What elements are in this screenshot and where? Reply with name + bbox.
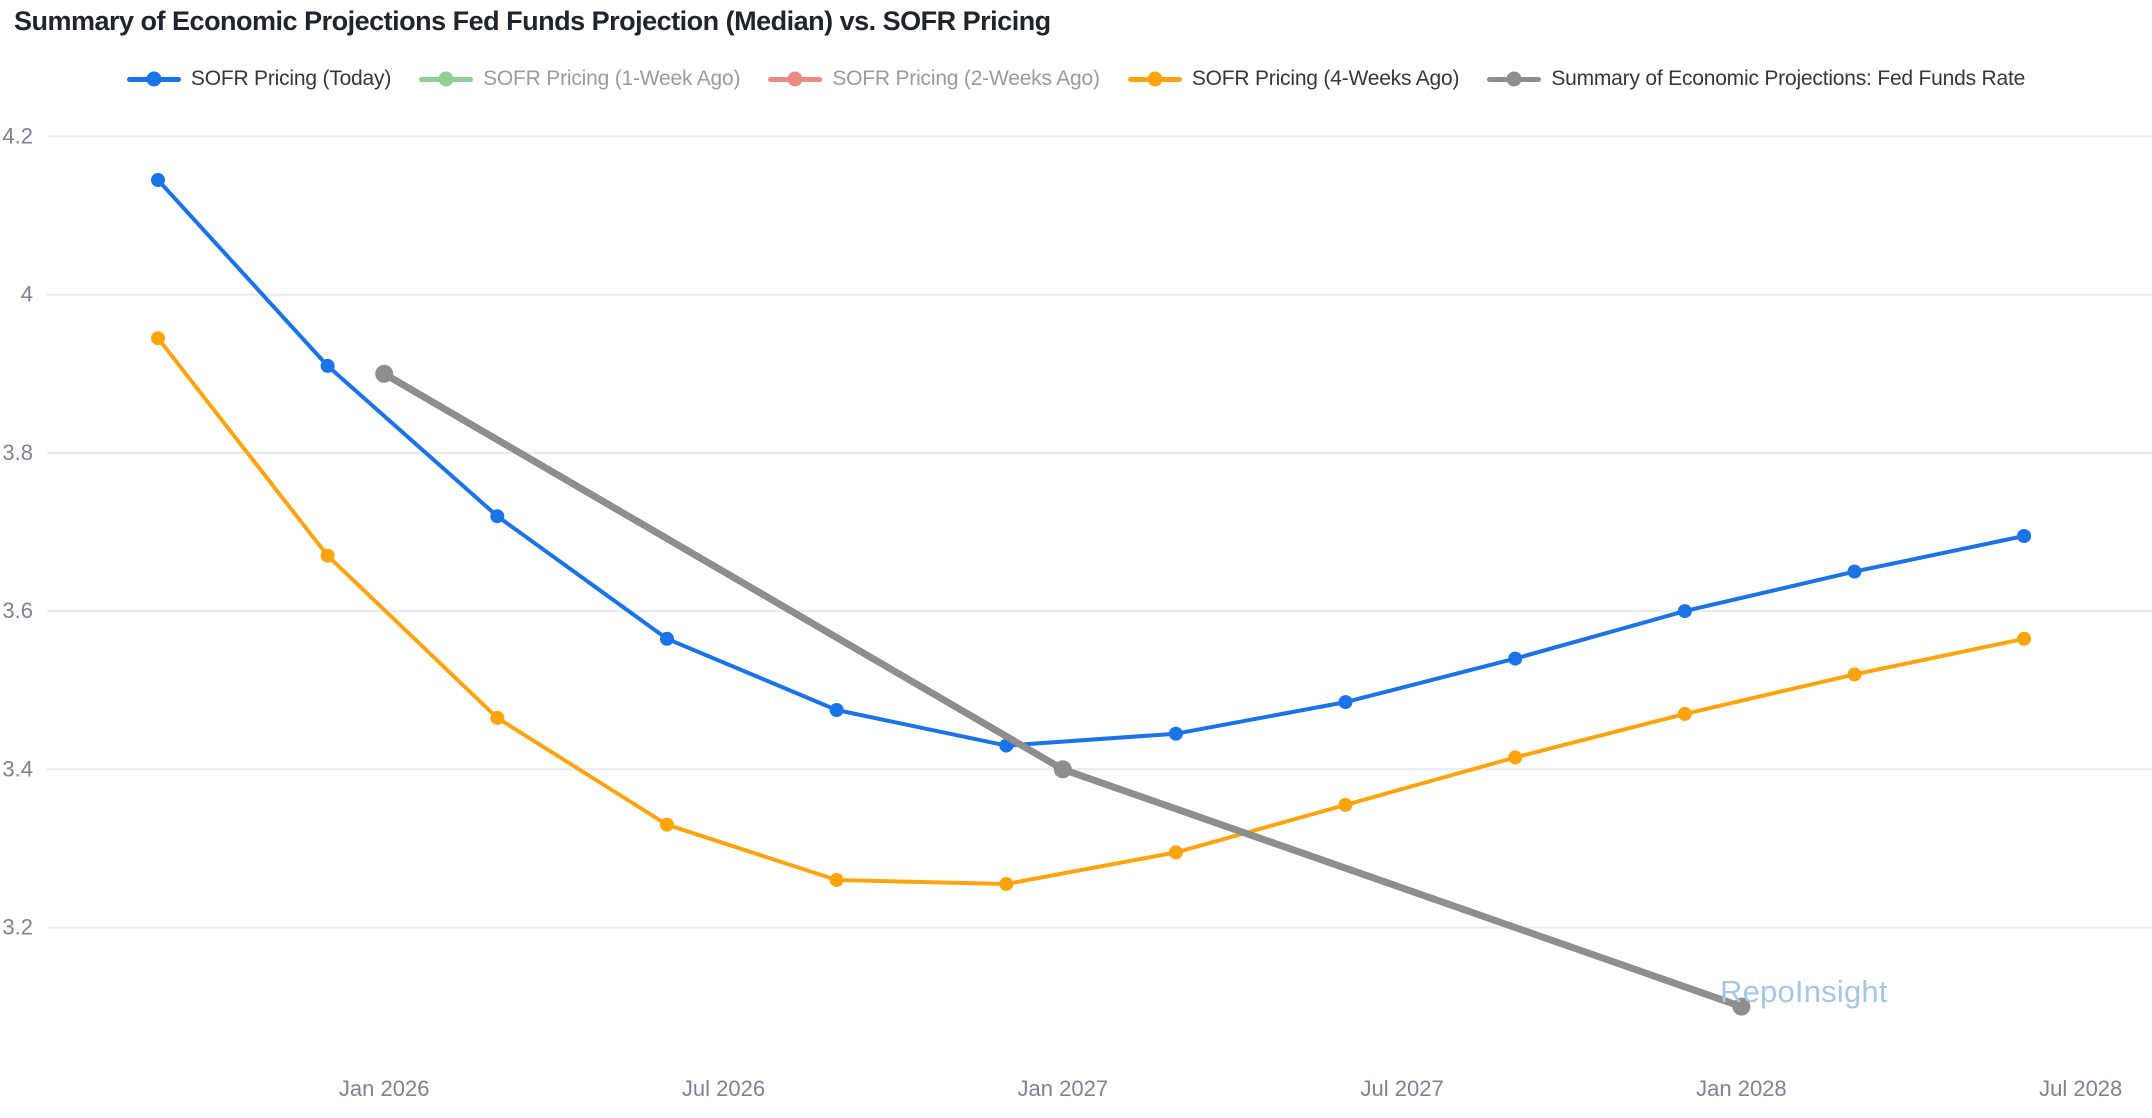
legend-marker-icon: [768, 71, 823, 87]
data-point: [320, 358, 335, 373]
watermark-repoinsight: RepoInsight: [1720, 974, 1888, 1009]
series-line-0: [156, 178, 2027, 748]
x-axis-tick-label: Jul 2026: [682, 1076, 765, 1101]
data-point: [2017, 631, 2032, 646]
legend-item-3[interactable]: SOFR Pricing (4-Weeks Ago): [1127, 67, 1460, 91]
data-point: [829, 703, 844, 717]
legend-item-2[interactable]: SOFR Pricing (2-Weeks Ago): [768, 67, 1100, 91]
legend-item-1[interactable]: SOFR Pricing (1-Week Ago): [419, 67, 741, 91]
legend-marker-dot-icon: [1147, 71, 1163, 87]
x-axis-tick-label: Jan 2027: [1018, 1076, 1109, 1101]
legend-item-4[interactable]: Summary of Economic Projections: Fed Fun…: [1487, 67, 2025, 91]
data-point: [2017, 529, 2032, 543]
y-axis-tick-label: 3.6: [2, 598, 33, 623]
x-axis-tick-label: Jul 2027: [1361, 1076, 1444, 1101]
legend-marker-icon: [1487, 71, 1542, 87]
data-point: [829, 873, 844, 887]
data-point: [1338, 797, 1353, 812]
y-axis-tick-label: 4.2: [2, 124, 33, 149]
data-point: [1677, 706, 1692, 721]
data-point: [490, 710, 505, 725]
data-point: [660, 817, 674, 832]
legend-marker-dot-icon: [438, 71, 454, 87]
data-point: [490, 509, 505, 524]
legend-marker-icon: [1127, 71, 1182, 87]
x-axis-tick-label: Jul 2028: [2039, 1076, 2122, 1101]
data-point: [1677, 604, 1692, 619]
series-line-4: [380, 370, 1745, 1011]
legend-label: SOFR Pricing (2-Weeks Ago): [832, 67, 1100, 90]
data-point: [660, 631, 674, 646]
y-axis-tick-label: 3.8: [2, 440, 33, 465]
x-axis-tick-label: Jan 2028: [1696, 1076, 1787, 1101]
legend-label: SOFR Pricing (Today): [190, 67, 392, 90]
y-axis-tick-label: 3.2: [2, 915, 33, 940]
legend-label: SOFR Pricing (1-Week Ago): [483, 67, 741, 90]
data-point: [1053, 760, 1072, 779]
data-point: [151, 173, 165, 187]
data-point: [1168, 726, 1183, 741]
legend-marker-dot-icon: [1506, 71, 1522, 87]
legend-label: Summary of Economic Projections: Fed Fun…: [1551, 67, 2026, 90]
chart-legend: SOFR Pricing (Today) SOFR Pricing (1-Week…: [0, 62, 2152, 96]
legend-label: SOFR Pricing (4-Weeks Ago): [1191, 67, 1460, 90]
x-axis-tick-label: Jan 2026: [339, 1076, 430, 1101]
data-point: [1508, 750, 1523, 765]
legend-marker-icon: [126, 71, 181, 87]
data-point: [1732, 997, 1751, 1016]
data-point: [999, 877, 1014, 891]
legend-marker-dot-icon: [787, 71, 803, 87]
data-point: [1168, 845, 1183, 860]
y-axis-tick-label: 3.4: [2, 756, 33, 781]
data-point: [1338, 695, 1353, 710]
y-axis-tick-label: 4: [21, 282, 33, 307]
series-line-3: [156, 336, 2027, 886]
data-point: [1508, 651, 1523, 666]
data-point: [320, 548, 335, 563]
data-point: [1847, 667, 1862, 682]
legend-item-0[interactable]: SOFR Pricing (Today): [126, 67, 392, 91]
data-point: [151, 331, 165, 346]
legend-marker-icon: [419, 71, 474, 87]
data-point: [375, 364, 394, 383]
legend-marker-dot-icon: [146, 71, 162, 87]
data-point: [1847, 564, 1862, 579]
chart-title: Summary of Economic Projections Fed Fund…: [14, 6, 1051, 36]
